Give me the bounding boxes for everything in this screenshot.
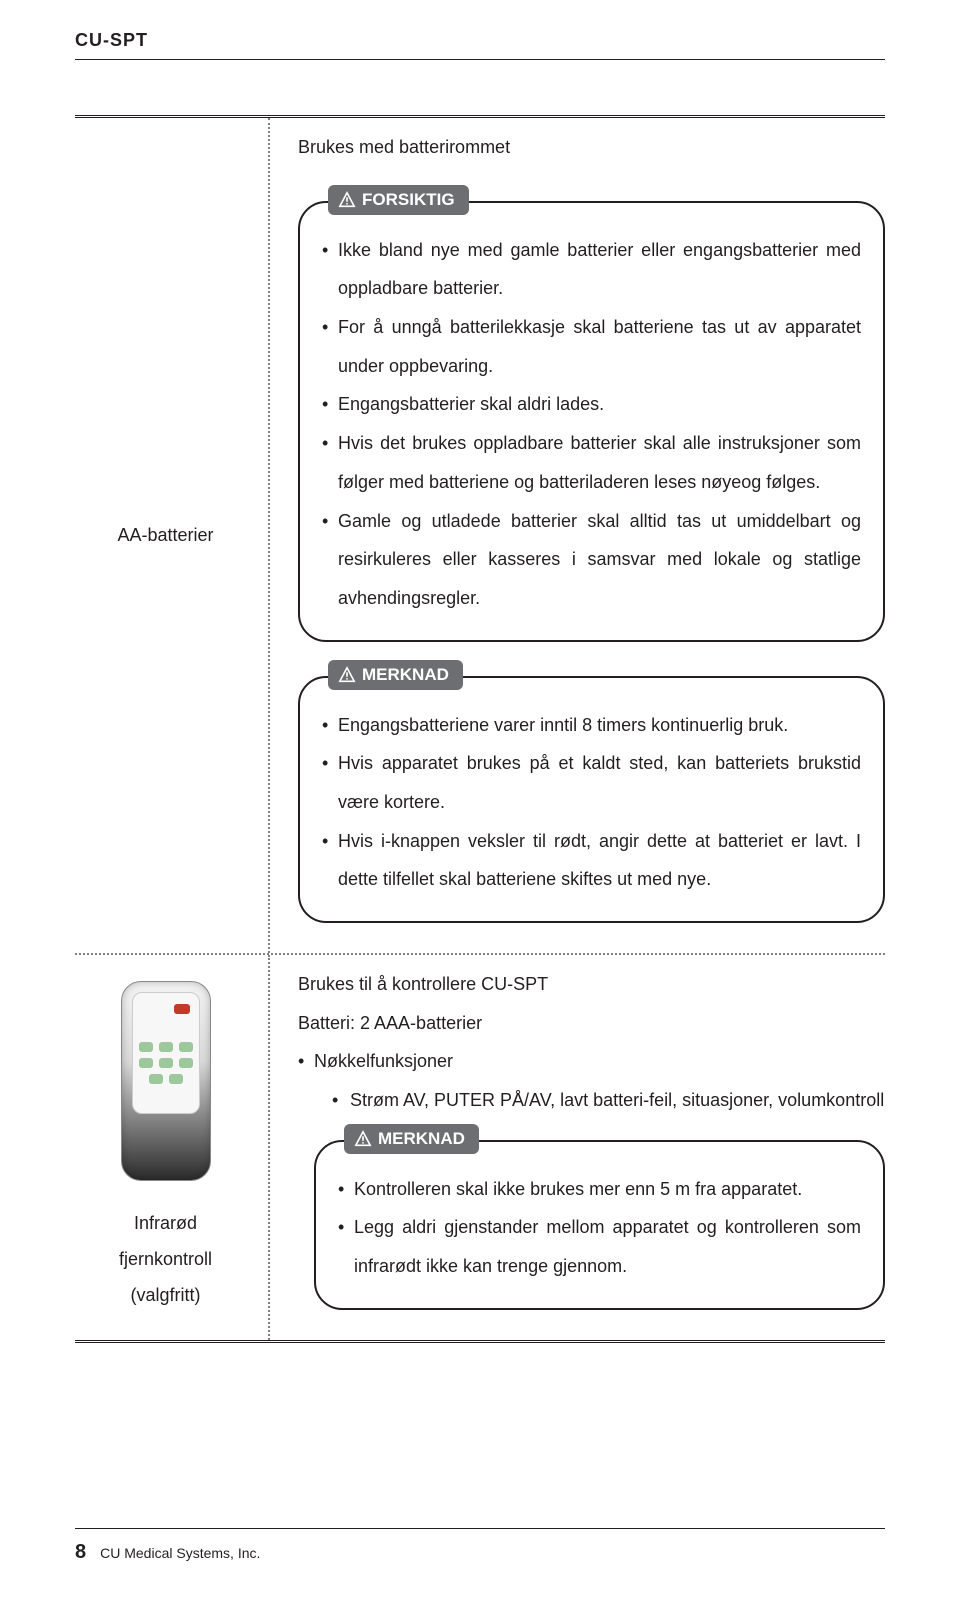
page-number: 8 [75, 1541, 86, 1564]
list-item: Nøkkelfunksjoner Strøm AV, PUTER PÅ/AV, … [298, 1042, 885, 1119]
forsiktig-label: FORSIKTIG [328, 185, 469, 215]
list-item: Gamle og utladede batterier skal alltid … [322, 502, 861, 618]
remote-image [121, 981, 211, 1181]
row1-content: Brukes med batterirommet FORSIKTIG Ikke … [270, 118, 885, 953]
merknad-box-2: MERKNAD Kontrolleren skal ikke brukes me… [314, 1140, 885, 1310]
warning-icon [338, 191, 356, 209]
table-row: AA-batterier Brukes med batterirommet FO… [75, 118, 885, 953]
row2-label-cell: Infrarød fjernkontroll (valgfritt) [75, 955, 270, 1340]
row1-label-cell: AA-batterier [75, 118, 270, 953]
row1-intro: Brukes med batterirommet [298, 128, 885, 167]
merknad-list-2: Kontrolleren skal ikke brukes mer enn 5 … [338, 1170, 861, 1286]
forsiktig-label-text: FORSIKTIG [362, 191, 455, 208]
company-name: CU Medical Systems, Inc. [100, 1545, 260, 1561]
header-rule [75, 59, 885, 60]
page-footer: 8 CU Medical Systems, Inc. [75, 1528, 885, 1564]
list-item: Ikke bland nye med gamle batterier eller… [322, 231, 861, 308]
merknad-label-1: MERKNAD [328, 660, 463, 690]
forsiktig-box: FORSIKTIG Ikke bland nye med gamle batte… [298, 201, 885, 642]
bottom-double-rule [75, 1340, 885, 1343]
list-item: Legg aldri gjenstander mellom apparatet … [338, 1208, 861, 1285]
row2-line2: Batteri: 2 AAA-batterier [298, 1004, 885, 1043]
merknad-label-2-text: MERKNAD [378, 1130, 465, 1147]
row2-label-line3: (valgfritt) [130, 1277, 200, 1313]
row2-label-line1: Infrarød [134, 1205, 197, 1241]
merknad-label-1-text: MERKNAD [362, 666, 449, 683]
list-item: Hvis i-knappen veksler til rødt, angir d… [322, 822, 861, 899]
table-row: Infrarød fjernkontroll (valgfritt) Bruke… [75, 955, 885, 1340]
merknad-label-2: MERKNAD [344, 1124, 479, 1154]
merknad-list-1: Engangsbatteriene varer inntil 8 timers … [322, 706, 861, 899]
row2-content: Brukes til å kontrollere CU-SPT Batteri:… [270, 955, 885, 1340]
warning-icon [354, 1130, 372, 1148]
row2-bullets: Nøkkelfunksjoner Strøm AV, PUTER PÅ/AV, … [298, 1042, 885, 1119]
merknad-box-1: MERKNAD Engangsbatteriene varer inntil 8… [298, 676, 885, 923]
list-item: Strøm AV, PUTER PÅ/AV, lavt batteri-feil… [332, 1081, 885, 1120]
model-name: CU-SPT [75, 30, 885, 51]
list-item: Engangsbatteriene varer inntil 8 timers … [322, 706, 861, 745]
row2-bullet1: Nøkkelfunksjoner [314, 1051, 453, 1071]
list-item: For å unngå batterilekkasje skal batteri… [322, 308, 861, 385]
list-item: Kontrolleren skal ikke brukes mer enn 5 … [338, 1170, 861, 1209]
row2-line1: Brukes til å kontrollere CU-SPT [298, 965, 885, 1004]
row1-label: AA-batterier [117, 525, 213, 546]
row2-label-line2: fjernkontroll [119, 1241, 212, 1277]
forsiktig-list: Ikke bland nye med gamle batterier eller… [322, 231, 861, 618]
list-item: Hvis apparatet brukes på et kaldt sted, … [322, 744, 861, 821]
list-item: Engangsbatterier skal aldri lades. [322, 385, 861, 424]
warning-icon [338, 666, 356, 684]
list-item: Hvis det brukes oppladbare batterier ska… [322, 424, 861, 501]
